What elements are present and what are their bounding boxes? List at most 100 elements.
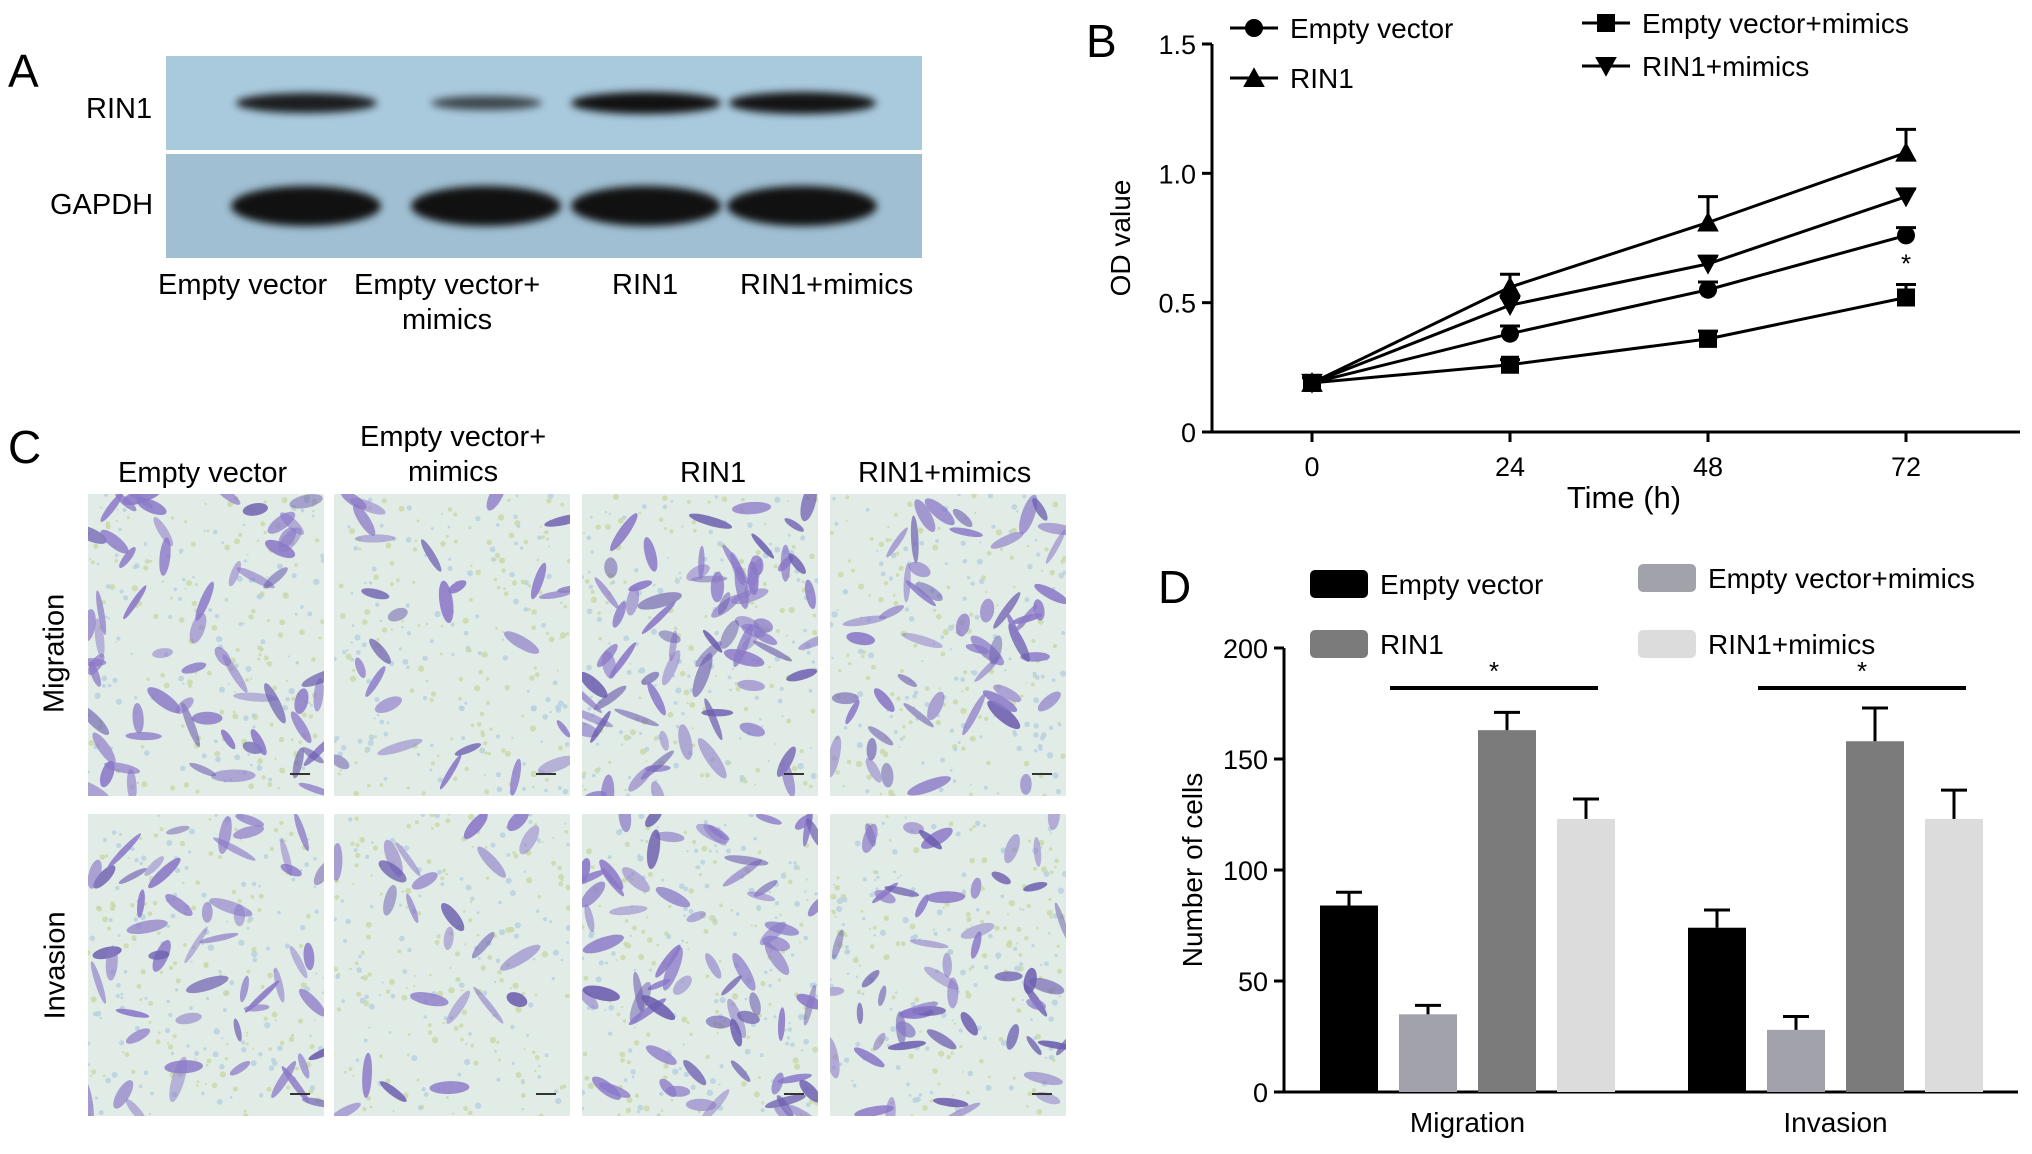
membrane-pore — [453, 776, 458, 781]
stained-cell — [500, 944, 541, 971]
data-point — [1699, 280, 1717, 299]
membrane-pore — [242, 523, 246, 527]
membrane-pore — [269, 722, 274, 727]
membrane-pore — [381, 981, 384, 984]
membrane-pore — [536, 558, 540, 562]
membrane-pore — [214, 613, 220, 619]
membrane-pore — [520, 1092, 526, 1099]
membrane-pore — [857, 648, 864, 655]
stained-cell — [582, 985, 620, 1002]
membrane-pore — [656, 943, 660, 947]
stained-cell — [771, 1072, 784, 1095]
membrane-pore — [788, 606, 795, 614]
stained-cell — [582, 681, 602, 713]
membrane-pore — [195, 880, 201, 885]
membrane-pore — [647, 871, 653, 878]
membrane-pore — [352, 882, 355, 885]
membrane-pore — [582, 774, 586, 779]
membrane-pore — [293, 507, 297, 512]
stained-cell — [609, 905, 648, 916]
stained-cell — [263, 567, 288, 589]
membrane-pore — [336, 1007, 342, 1012]
membrane-pore — [790, 953, 795, 957]
stained-cell — [720, 620, 739, 649]
membrane-pore — [440, 882, 445, 887]
membrane-pore — [542, 916, 548, 922]
stained-cell — [655, 944, 681, 978]
membrane-pore — [843, 726, 848, 730]
membrane-pore — [662, 1075, 668, 1080]
membrane-pore — [260, 984, 265, 989]
membrane-pore — [429, 768, 433, 772]
membrane-pore — [516, 524, 521, 529]
membrane-pore — [170, 516, 175, 520]
membrane-pore — [267, 972, 273, 979]
membrane-pore — [898, 565, 904, 571]
membrane-pore — [862, 877, 867, 882]
membrane-pore — [598, 960, 604, 966]
membrane-pore — [422, 655, 428, 661]
transwell-micrograph — [334, 494, 570, 796]
membrane-pore — [449, 966, 452, 970]
membrane-pore — [608, 760, 612, 765]
membrane-pore — [806, 898, 809, 902]
stained-cell — [777, 1073, 812, 1084]
membrane-pore — [531, 609, 537, 615]
stained-cell — [845, 699, 860, 725]
stained-cell — [473, 986, 504, 1024]
membrane-pore — [451, 1112, 455, 1115]
membrane-pore — [678, 883, 685, 889]
stained-cell — [695, 641, 722, 668]
membrane-pore — [936, 613, 942, 620]
membrane-pore — [672, 1068, 679, 1075]
stained-cell — [477, 846, 506, 878]
membrane-pore — [98, 1110, 104, 1116]
membrane-pore — [542, 713, 549, 720]
membrane-pore — [960, 677, 966, 682]
membrane-pore — [152, 900, 158, 906]
membrane-pore — [595, 976, 602, 983]
membrane-pore — [872, 890, 875, 893]
membrane-pore — [942, 703, 947, 707]
stained-cell — [264, 683, 286, 724]
membrane-pore — [832, 496, 836, 501]
membrane-pore — [233, 538, 241, 545]
x-tick-label: 72 — [1891, 452, 1921, 482]
membrane-pore — [402, 658, 409, 665]
membrane-pore — [1004, 669, 1007, 672]
membrane-pore — [932, 608, 937, 612]
stained-cell — [952, 508, 973, 528]
western-blot-band — [571, 92, 721, 114]
membrane-pore — [878, 596, 884, 603]
membrane-pore — [279, 1040, 285, 1046]
membrane-pore — [949, 728, 955, 733]
membrane-pore — [463, 909, 466, 913]
membrane-pore — [888, 576, 894, 581]
membrane-pore — [715, 992, 719, 996]
membrane-pore — [1053, 865, 1057, 869]
membrane-pore — [836, 876, 840, 880]
membrane-pore — [186, 679, 193, 686]
membrane-pore — [250, 763, 253, 767]
membrane-pore — [509, 889, 516, 897]
membrane-pore — [143, 542, 148, 546]
membrane-pore — [993, 715, 996, 718]
membrane-pore — [919, 1030, 922, 1033]
membrane-pore — [364, 854, 370, 860]
membrane-pore — [608, 1004, 615, 1011]
membrane-pore — [970, 581, 975, 586]
membrane-pore — [469, 900, 473, 904]
membrane-pore — [247, 753, 251, 756]
membrane-pore — [1032, 674, 1036, 678]
membrane-pore — [94, 1096, 99, 1100]
stained-cell — [903, 703, 934, 728]
membrane-pore — [638, 669, 642, 673]
membrane-pore — [714, 998, 719, 1004]
membrane-pore — [754, 605, 758, 609]
membrane-pore — [874, 878, 877, 882]
membrane-pore — [557, 785, 562, 791]
membrane-pore — [705, 974, 710, 979]
stained-cell — [1045, 529, 1066, 564]
membrane-pore — [985, 1084, 992, 1091]
membrane-pore — [1036, 926, 1039, 930]
